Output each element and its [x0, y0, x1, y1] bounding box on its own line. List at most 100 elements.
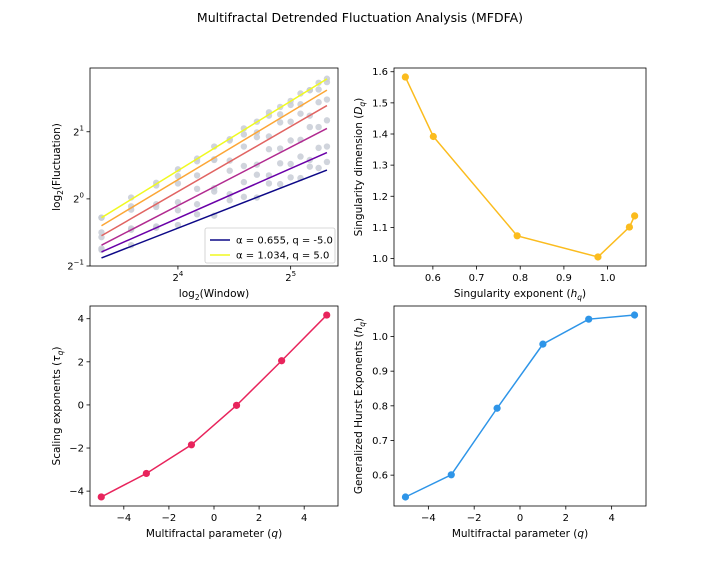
fluctuation-point: [193, 185, 201, 193]
fluctuation-point: [276, 180, 284, 188]
fluctuation-point: [226, 197, 233, 204]
y-tick-label: 1.5: [372, 98, 388, 109]
fluctuation-point: [253, 133, 261, 141]
fluctuation-point: [265, 180, 273, 187]
y-tick-label: −4: [69, 487, 84, 498]
data-point: [429, 132, 437, 141]
x-axis-label: Singularity exponent (hq): [454, 288, 586, 302]
axes-frame: [393, 67, 647, 267]
y-tick-label: −2: [69, 444, 84, 455]
fluctuation-point: [193, 172, 201, 179]
fluctuation-point: [253, 171, 261, 178]
fluctuation-point: [240, 162, 248, 170]
fluctuation-point: [287, 118, 294, 125]
data-point: [278, 357, 286, 365]
fluctuation-panel: 24 25 2−1 20 21 log2(Window) log2(Fluctuation)…: [51, 67, 339, 302]
figure-title: Multifractal Detrended Fluctuation Analy…: [197, 10, 523, 25]
data-point: [631, 212, 639, 220]
fluctuation-point: [174, 172, 182, 180]
fluctuation-point: [98, 245, 105, 252]
fluctuation-point: [193, 211, 201, 218]
axes-frame: [89, 67, 339, 267]
fluctuation-point: [240, 143, 248, 150]
y-tick-label: 1.3: [372, 161, 388, 172]
x-tick-label: 0.9: [556, 273, 572, 284]
y-axis-label: log2(Fluctuation): [51, 123, 65, 211]
fluctuation-point: [323, 117, 331, 124]
hurst-exponents-panel: −4 −2 0 2 4 0.6 0.7 0.8 0.9 1.0 Multifractal param…: [353, 305, 647, 540]
axes-frame: [89, 305, 339, 507]
y-axis-label: Scaling exponents (τq): [51, 347, 65, 466]
y-tick-label: 20: [73, 191, 84, 205]
series-line: [100, 314, 328, 498]
y-tick-label: 0.9: [372, 367, 388, 378]
fluctuation-point: [315, 144, 322, 152]
x-axis-label: Multifractal parameter (q): [452, 528, 588, 540]
x-tick-label: −4: [116, 513, 131, 524]
x-axis-label: log2(Window): [179, 288, 249, 302]
x-tick-label: 25: [285, 270, 296, 284]
x-tick-label: 2: [256, 513, 262, 524]
data-point: [539, 340, 547, 348]
fluctuation-point: [315, 99, 322, 106]
y-tick-label: 1.0: [372, 254, 388, 265]
x-axis-label: Multifractal parameter (q): [146, 528, 282, 540]
data-point: [401, 493, 410, 501]
data-point: [625, 223, 634, 231]
y-tick-label: 0.7: [372, 436, 388, 447]
fluctuation-point: [276, 145, 284, 152]
legend: α = 0.655, q = -5.0 α = 1.034, q = 5.0: [204, 227, 336, 264]
fluctuation-point: [174, 221, 182, 229]
data-point: [401, 73, 409, 81]
fluctuation-point: [287, 174, 294, 181]
axes-frame: [393, 305, 647, 507]
y-tick-label: 2: [78, 357, 84, 368]
fluctuation-point: [174, 180, 182, 187]
fluctuation-point: [297, 110, 304, 117]
fluctuation-point: [226, 167, 233, 174]
fluctuation-point: [323, 158, 331, 166]
fit-line-q1: [101, 104, 328, 237]
y-tick-label: 1.2: [372, 192, 388, 203]
data-point: [187, 441, 196, 449]
fluctuation-point: [306, 123, 314, 131]
fluctuation-point: [323, 143, 331, 150]
fluctuation-point: [127, 203, 135, 210]
x-tick-label: 1.0: [600, 273, 616, 284]
fluctuation-point: [287, 137, 294, 144]
data-point: [493, 404, 501, 412]
data-point: [447, 471, 455, 479]
x-tick-label: −2: [162, 513, 177, 524]
x-tick-label: 0: [517, 513, 523, 524]
fluctuation-point: [193, 201, 201, 208]
y-axis-label: Singularity dimension (Dq): [353, 98, 367, 237]
y-tick-label: 0.8: [372, 401, 388, 412]
y-tick-label: 1.6: [372, 67, 388, 78]
fluctuation-point: [174, 207, 182, 214]
x-tick-label: −4: [421, 513, 436, 524]
x-tick-label: 2: [563, 513, 569, 524]
legend-box: [204, 227, 336, 264]
fluctuation-point: [240, 178, 248, 186]
x-tick-label: 24: [173, 270, 184, 284]
data-point: [323, 311, 331, 319]
x-tick-label: 0.7: [469, 273, 485, 284]
data-point: [594, 253, 602, 261]
y-tick-label: 1.1: [372, 223, 388, 234]
fit-line-q-5: [101, 169, 328, 259]
fluctuation-point: [297, 90, 304, 97]
fluctuation-point: [315, 86, 322, 93]
fluctuation-point: [323, 96, 331, 103]
fluctuation-point: [276, 160, 284, 167]
data-point: [585, 315, 593, 323]
fluctuation-point: [240, 125, 248, 132]
x-tick-label: 0: [211, 513, 217, 524]
y-tick-label: 2−1: [67, 259, 84, 273]
y-tick-label: 1.0: [372, 332, 388, 343]
y-tick-label: 21: [73, 124, 84, 138]
fluctuation-point: [287, 160, 294, 168]
x-tick-label: 0.8: [512, 273, 528, 284]
x-tick-label: 0.6: [425, 273, 441, 284]
data-point: [142, 469, 150, 478]
